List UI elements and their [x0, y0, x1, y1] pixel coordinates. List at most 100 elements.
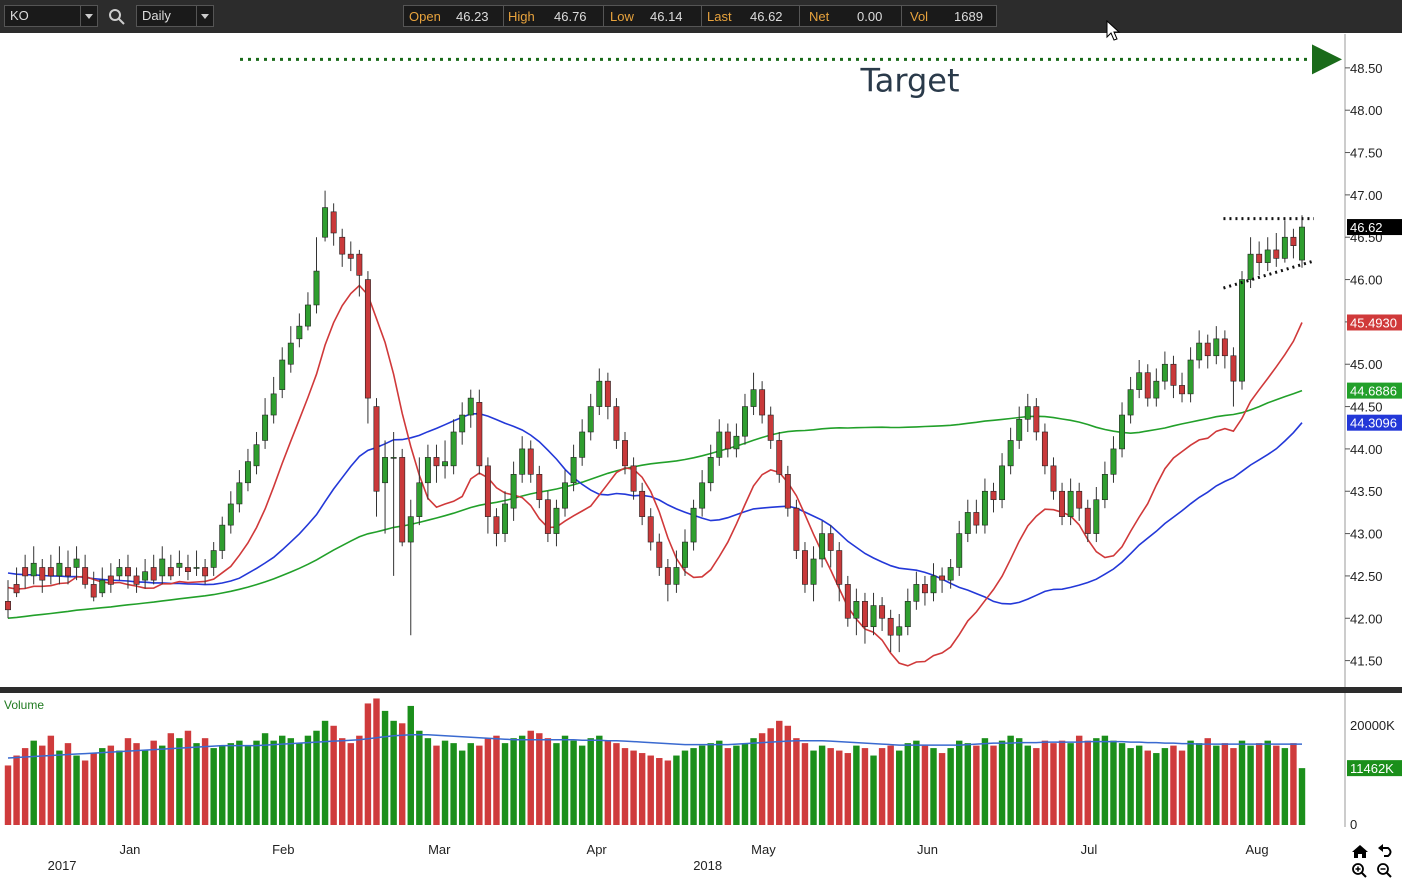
symbol-dropdown-icon[interactable]: [80, 6, 97, 26]
volume-bar: [458, 750, 466, 825]
volume-bar: [1084, 740, 1091, 825]
volume-bar: [1015, 738, 1023, 825]
last-price-box: [1347, 219, 1402, 236]
time-tick-label: Jun: [917, 842, 938, 857]
candle-body: [1239, 279, 1245, 382]
volume-bar: [433, 745, 440, 825]
candle-body: [90, 584, 97, 598]
time-tick-label: Aug: [1245, 842, 1268, 857]
volume-bar: [30, 740, 37, 825]
volume-bar: [416, 730, 423, 825]
volume-bar: [1050, 743, 1057, 825]
candle-body: [733, 435, 740, 450]
price-tick-label: 42.00: [1350, 611, 1383, 626]
volume-tick-label: 20000K: [1350, 718, 1395, 733]
volume-bar: [193, 743, 200, 825]
flag-pattern: [1223, 217, 1315, 290]
candle-body: [390, 457, 397, 459]
time-axis: Jan Feb Mar Apr May Jun Jul Aug 2017 2018: [48, 842, 1269, 873]
candle-body: [433, 457, 440, 467]
volume-bar: [1101, 735, 1109, 825]
candle-body: [304, 304, 311, 327]
volume-bar: [1187, 740, 1194, 825]
candle-body: [407, 516, 414, 543]
candle-body: [1299, 226, 1305, 261]
volume-bar: [1144, 750, 1151, 825]
last-price-label: 46.62: [1350, 220, 1383, 235]
candle-body: [1179, 385, 1185, 395]
candle-body: [1204, 342, 1211, 357]
volume-bar: [801, 743, 809, 825]
volume-bar: [338, 738, 346, 825]
volume-bar: [724, 748, 732, 825]
candle-body: [47, 567, 54, 577]
volume-bar: [544, 738, 552, 825]
high-label: High: [508, 9, 535, 24]
zoom-in-icon[interactable]: [1352, 863, 1367, 878]
volume-bar: [184, 730, 192, 825]
volume-bar: [467, 743, 474, 825]
undo-icon[interactable]: [1378, 844, 1392, 857]
candle-body: [210, 550, 217, 568]
volume-bar: [4, 765, 12, 825]
volume-bar: [1255, 743, 1263, 825]
target-line: Target: [240, 44, 1342, 99]
candle-body: [219, 524, 226, 551]
volume-bar: [647, 755, 654, 825]
volume-bar: [956, 740, 963, 825]
volume-bar: [964, 743, 972, 825]
volume-bar: [887, 745, 894, 825]
volume-bar: [150, 740, 157, 825]
volume-bar: [313, 730, 320, 825]
volume-bar: [578, 745, 586, 825]
candle-body: [536, 474, 543, 501]
candle-body: [193, 567, 200, 569]
home-icon[interactable]: [1352, 845, 1368, 858]
price-tick-label: 44.00: [1350, 442, 1383, 457]
volume-bar: [364, 703, 372, 825]
volume-bar: [21, 748, 29, 825]
volume-bar: [767, 728, 774, 825]
search-icon[interactable]: [108, 8, 126, 26]
candle-body: [921, 584, 928, 594]
chart-controls[interactable]: [1352, 844, 1392, 878]
candle-body: [656, 541, 663, 568]
volume-bar: [818, 745, 826, 825]
candle-body: [896, 626, 903, 636]
volume-bar: [758, 733, 766, 825]
candle-body: [5, 601, 11, 611]
volume-bar: [330, 725, 337, 825]
candle-body: [1136, 372, 1143, 390]
candle-body: [1256, 253, 1263, 263]
candle-body: [622, 440, 628, 467]
interval-select[interactable]: Daily: [136, 5, 214, 27]
candle-body: [1119, 414, 1125, 450]
volume-bar: [596, 735, 603, 825]
volume-bar: [1024, 745, 1031, 825]
candle-body: [1016, 418, 1023, 441]
candle-body: [364, 279, 371, 399]
price-axis: 41.50 42.00 42.50 43.00 43.50 44.00 44.50 45.00…: [1344, 34, 1402, 827]
volume-bar: [638, 753, 646, 825]
volume-bar: [1093, 738, 1100, 825]
indicator-label: 44.3096: [1350, 416, 1397, 431]
candle-body: [1187, 359, 1194, 395]
panel-divider[interactable]: [0, 687, 1402, 693]
volume-bar: [587, 738, 594, 825]
candle-body: [202, 567, 209, 577]
volume-tick-label: 0: [1350, 817, 1357, 832]
volume-bar: [159, 745, 166, 825]
zoom-out-icon[interactable]: [1377, 863, 1392, 878]
candle-body: [1290, 236, 1297, 246]
volume-bar: [973, 745, 980, 825]
candle-body: [956, 533, 963, 568]
symbol-input[interactable]: KO: [4, 5, 98, 27]
volume-bar: [741, 743, 749, 825]
interval-dropdown-icon[interactable]: [196, 6, 213, 26]
volume-bar: [707, 743, 714, 825]
volume-bar: [1135, 745, 1143, 825]
volume-bar: [484, 738, 492, 825]
time-tick-label: Feb: [272, 842, 294, 857]
candle-body: [1093, 499, 1100, 534]
